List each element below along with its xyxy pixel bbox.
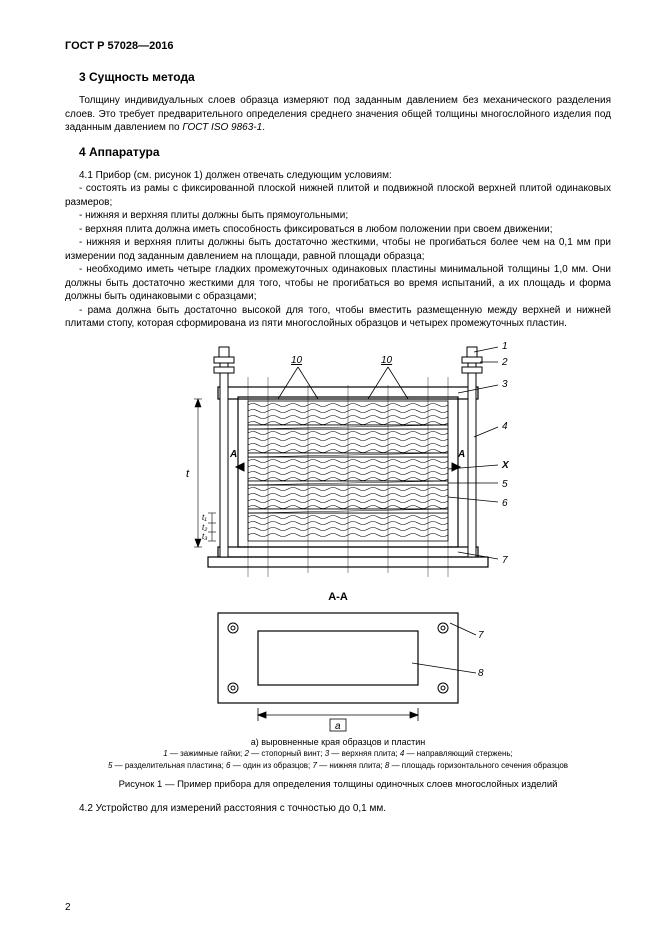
callout-1: 1: [502, 341, 508, 352]
section3-heading: 3 Сущность метода: [79, 70, 611, 84]
item-3: - верхняя плита должна иметь способность…: [65, 223, 611, 237]
section3-para: Толщину индивидуальных слоев образца изм…: [65, 94, 611, 135]
section-label: A-A: [65, 591, 611, 603]
dim-t: t: [186, 468, 190, 480]
item-2: - нижняя и верхняя плиты должны быть пря…: [65, 209, 611, 223]
item-1: - состоять из рамы с фиксированной плоск…: [65, 182, 611, 209]
dim-t2: t₂: [202, 523, 207, 532]
callout-7: 7: [502, 555, 508, 566]
callout-5: 5: [502, 479, 508, 490]
figure-legend-1: 1 — зажимные гайки; 2 — стопорный винт; …: [65, 749, 611, 759]
figure-title: Рисунок 1 — Пример прибора для определен…: [65, 779, 611, 790]
sec-callout-7: 7: [478, 630, 484, 641]
figure-caption-a: а) выровненные края образцов и пластин: [65, 737, 611, 747]
item-6: - рама должна быть достаточно высокой дл…: [65, 304, 611, 331]
callout-10b: 10: [381, 355, 393, 366]
figure-1: A A 1 2 3 4 X 5 6 7: [65, 337, 611, 791]
page-number: 2: [65, 902, 71, 913]
figure-legend-2: 5 — разделительная пластина; 6 — один из…: [65, 761, 611, 771]
label-A-right: A: [457, 449, 465, 460]
callout-10a: 10: [291, 355, 303, 366]
sec-callout-8: 8: [478, 668, 484, 679]
doc-code: ГОСТ Р 57028—2016: [65, 40, 611, 52]
dim-t3: t₃: [202, 532, 207, 541]
callout-3: 3: [502, 379, 508, 390]
section4-heading: 4 Аппаратура: [79, 145, 611, 159]
callout-6: 6: [502, 498, 508, 509]
callout-4: 4: [502, 421, 508, 432]
figure-section-svg: a 7 8: [188, 603, 488, 733]
figure-main-svg: A A 1 2 3 4 X 5 6 7: [158, 337, 518, 585]
clause-4-2: 4.2 Устройство для измерений расстояния …: [65, 802, 611, 816]
dim-t1: t₁: [202, 513, 207, 522]
item-5: - необходимо иметь четыре гладких промеж…: [65, 263, 611, 304]
dim-a: a: [335, 721, 341, 732]
label-A-left: A: [229, 449, 237, 460]
clause-4-1-intro: 4.1 Прибор (см. рисунок 1) должен отвеча…: [65, 169, 611, 183]
item-4: - нижняя и верхняя плиты должны быть дос…: [65, 236, 611, 263]
callout-2: 2: [501, 357, 508, 368]
callout-X: X: [501, 460, 510, 471]
